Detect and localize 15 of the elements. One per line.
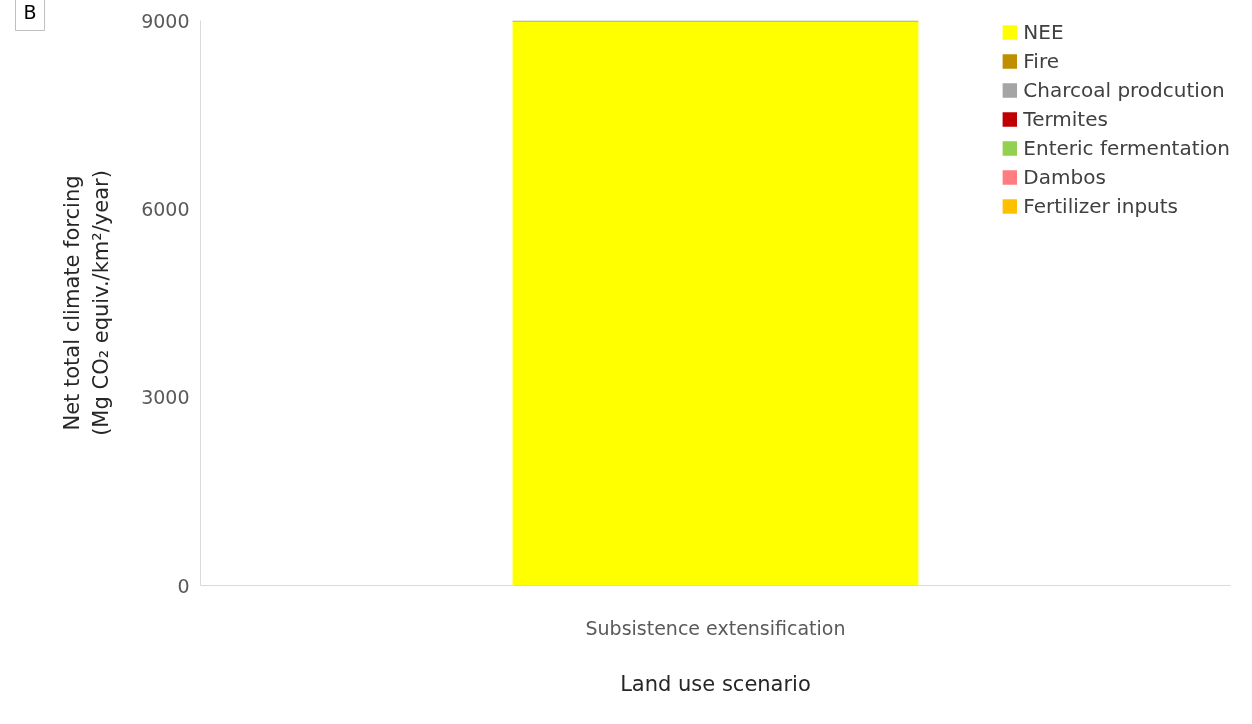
legend-label: Dambos — [1023, 165, 1106, 189]
x-tick-label: Subsistence extensification — [585, 616, 846, 639]
text: B — [23, 0, 37, 23]
y-tick-label: 6000 — [141, 197, 190, 220]
legend-label: NEE — [1023, 20, 1064, 44]
legend-label: Fire — [1023, 49, 1060, 73]
y-tick-label: 0 — [177, 574, 190, 597]
legend-label: Charcoal prodcution — [1023, 78, 1225, 102]
y-tick-label: 9000 — [141, 9, 190, 32]
legend-label: Termites — [1023, 107, 1108, 131]
x-axis-title: Land use scenario — [620, 671, 811, 696]
y-tick-label: 3000 — [141, 386, 190, 409]
y-axis-title: Net total climate forcing (Mg CO₂ equiv./km²/year) — [60, 170, 114, 436]
legend-label: Fertilizer inputs — [1023, 194, 1179, 218]
legend-label: Enteric fermentation — [1023, 136, 1230, 160]
